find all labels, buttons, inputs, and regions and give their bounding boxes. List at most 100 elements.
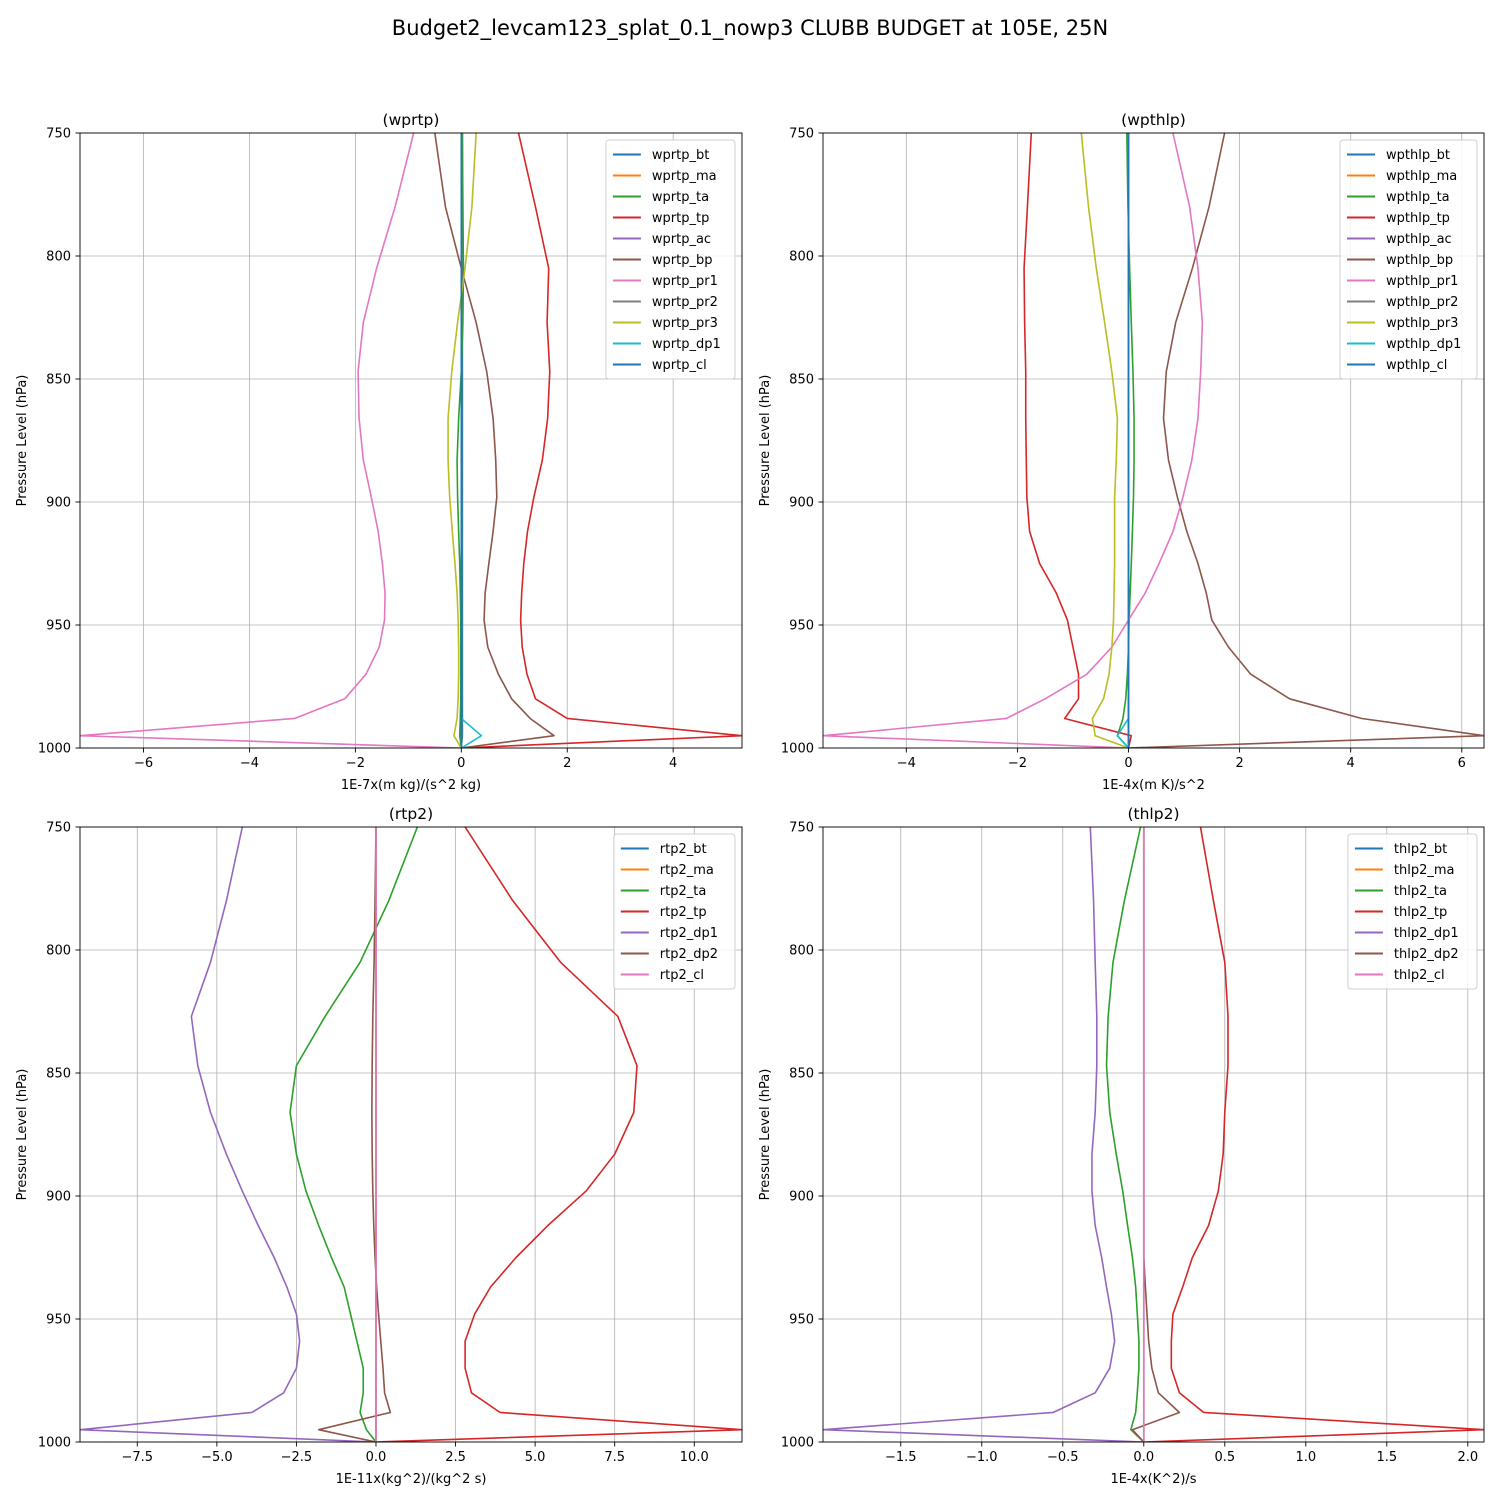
legend-box: [1339, 139, 1478, 380]
x-tick-label: 0.0: [366, 1450, 387, 1465]
y-tick-label: 850: [46, 373, 71, 388]
y-tick-label: 800: [46, 250, 71, 265]
series-lines: [80, 133, 742, 748]
legend-label: rtp2_cl: [660, 968, 704, 983]
legend-label: wprtp_tp: [652, 211, 709, 226]
y-tick-label: 1000: [38, 742, 71, 757]
x-tick-label: −2: [1008, 756, 1027, 771]
series-line-rtp2_dp1: [80, 827, 377, 1442]
axes-frame: [79, 132, 743, 749]
y-tick-label: 900: [46, 1190, 71, 1205]
x-tick-label: 2: [563, 756, 571, 771]
axes-frame: [822, 132, 1485, 749]
x-tick-label: −0.5: [1047, 1450, 1079, 1465]
x-tick-label: 2: [1235, 756, 1243, 771]
subplot-title: (rtp2): [389, 805, 433, 823]
series-line-thlp2_tp: [1143, 827, 1484, 1442]
x-tick-label: 10.0: [680, 1450, 709, 1465]
legend-label: wprtp_pr2: [652, 295, 718, 310]
legend-label: wpthlp_tp: [1386, 211, 1450, 226]
y-tick-label: 950: [46, 1313, 71, 1328]
legend-label: wprtp_bp: [652, 253, 713, 268]
x-tick-label: 0: [1124, 756, 1132, 771]
series-line-wprtp_pr3: [447, 133, 477, 748]
x-tick-label: −2: [346, 756, 365, 771]
y-tick-label: 950: [46, 619, 71, 634]
x-tick-label: 6: [1458, 756, 1466, 771]
legend-box: [613, 833, 736, 990]
legend-label: rtp2_tp: [660, 905, 707, 920]
legend-label: wpthlp_ac: [1386, 232, 1452, 247]
subplot-thlp2: −1.5 −1.0 −0.5 0.0 0.5 1.0 1.5 2.0 750 800 850 900 9…: [758, 805, 1485, 1487]
x-tick-label: 4: [1347, 756, 1355, 771]
legend: wpthlp_bt wpthlp_ma wpthlp_ta wpthlp_tpwpth…: [1339, 139, 1478, 380]
series-line-rtp2_tp: [375, 827, 742, 1442]
x-tick-label: 7.5: [604, 1450, 625, 1465]
legend-label: wprtp_bt: [652, 148, 709, 163]
subplot-wpthlp: −4 −2 0 2 4 6 750 800 850 900 950 1000 (wpthlp) 1E-4x…: [758, 111, 1485, 793]
y-tick-label: 950: [789, 619, 814, 634]
y-tick-label: 750: [46, 821, 71, 836]
y-axis-label: Pressure Level (hPa): [15, 1069, 30, 1201]
series-line-thlp2_dp1: [823, 827, 1144, 1442]
x-tick-label: −2.5: [281, 1450, 313, 1465]
series-line-wpthlp_dp1: [1116, 133, 1130, 748]
series-line-wpthlp_pr1: [823, 133, 1204, 748]
series-line-wprtp_pr1: [80, 133, 462, 748]
legend-box: [1347, 833, 1478, 990]
y-tick-label: 900: [46, 496, 71, 511]
legend-label: wprtp_dp1: [652, 337, 721, 352]
x-tick-label: 1.0: [1295, 1450, 1316, 1465]
x-tick-label: −6: [134, 756, 153, 771]
legend-label: thlp2_tp: [1394, 905, 1447, 920]
y-tick-label: 1000: [781, 1436, 814, 1451]
legend-label: wprtp_ma: [652, 169, 717, 184]
series-line-wpthlp_ta: [1116, 133, 1135, 748]
x-tick-label: −4: [897, 756, 916, 771]
x-tick-label: 1.5: [1376, 1450, 1397, 1465]
y-tick-label: 750: [789, 821, 814, 836]
legend-label: wpthlp_ma: [1386, 169, 1457, 184]
legend: wprtp_bt wprtp_ma wprtp_ta wprtp_tp wprtp_ac…: [605, 139, 736, 380]
legend-label: thlp2_cl: [1394, 968, 1445, 983]
legend-label: wprtp_cl: [652, 358, 707, 373]
y-tick-label: 750: [789, 127, 814, 142]
series-lines: [823, 827, 1484, 1442]
x-tick-label: −7.5: [121, 1450, 153, 1465]
x-tick-label: 2.0: [1457, 1450, 1478, 1465]
series-line-rtp2_ta: [289, 827, 419, 1442]
legend-label: wpthlp_ta: [1386, 190, 1450, 205]
x-tick-label: −5.0: [201, 1450, 233, 1465]
series-line-wpthlp_tp: [1023, 133, 1133, 748]
subplot-title: (thlp2): [1127, 805, 1179, 823]
x-axis-label: 1E-7x(m kg)/(s^2 kg): [341, 778, 481, 793]
y-tick-label: 1000: [38, 1436, 71, 1451]
axes-frame: [822, 826, 1485, 1443]
y-tick-label: 850: [789, 1067, 814, 1082]
legend: rtp2_bt rtp2_ma rtp2_ta rtp2_tp rtp2_dp1 rtp2…: [613, 833, 736, 990]
y-axis-label: Pressure Level (hPa): [758, 375, 773, 507]
subplot-rtp2: −7.5 −5.0 −2.5 0.0 2.5 5.0 7.5 10.0 750 800 850 900…: [15, 805, 743, 1487]
x-tick-label: 0: [457, 756, 465, 771]
legend-label: rtp2_ma: [660, 863, 714, 878]
x-tick-label: 0.5: [1214, 1450, 1235, 1465]
legend-label: wpthlp_pr2: [1386, 295, 1458, 310]
subplot-wprtp: −6 −4 −2 0 2 4 750 800 850 900 950 1000 (wprtp) 1E-7x…: [15, 111, 743, 793]
legend-label: wpthlp_dp1: [1386, 337, 1461, 352]
legend: thlp2_bt thlp2_ma thlp2_ta thlp2_tp thlp2_dp…: [1347, 833, 1478, 990]
series-line-wprtp_dp1: [460, 133, 483, 748]
legend-label: wpthlp_pr3: [1386, 316, 1458, 331]
y-tick-label: 1000: [781, 742, 814, 757]
legend-box: [605, 139, 736, 380]
legend-label: wpthlp_bt: [1386, 148, 1450, 163]
legend-label: thlp2_ta: [1394, 884, 1447, 899]
x-tick-label: 5.0: [525, 1450, 546, 1465]
series-line-wprtp_tp: [461, 133, 742, 748]
x-tick-label: −1.5: [885, 1450, 917, 1465]
y-tick-label: 900: [789, 496, 814, 511]
x-tick-label: −1.0: [966, 1450, 998, 1465]
axes-frame: [79, 826, 743, 1443]
x-tick-label: 4: [669, 756, 677, 771]
x-tick-label: −4: [240, 756, 259, 771]
subplot-title: (wpthlp): [1121, 111, 1186, 129]
